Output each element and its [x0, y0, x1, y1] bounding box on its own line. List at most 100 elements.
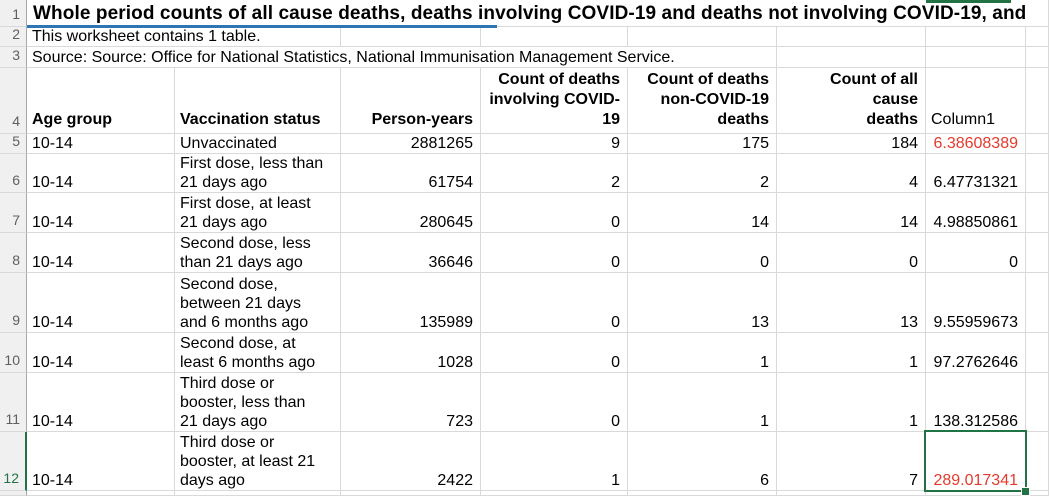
cell-empty[interactable] [1026, 273, 1049, 333]
title-cell[interactable]: Whole period counts of all cause deaths,… [27, 0, 1049, 27]
cell-empty[interactable] [777, 47, 926, 68]
row-header[interactable]: 1 [0, 0, 27, 27]
row-header[interactable]: 7 [0, 193, 27, 233]
header-all-cause-deaths[interactable]: Count of all cause deaths [777, 68, 926, 134]
cell-vaccination-status[interactable]: Unvaccinated [175, 134, 341, 154]
row-header[interactable]: 3 [0, 47, 27, 68]
row-header[interactable]: 8 [0, 233, 27, 273]
cell-empty[interactable] [1026, 193, 1049, 233]
cell-non-covid-deaths[interactable]: 1 [628, 373, 777, 432]
row-header[interactable]: 10 [0, 333, 27, 373]
cell-empty[interactable] [777, 491, 926, 496]
cell-empty[interactable] [1026, 333, 1049, 373]
cell-age-group[interactable]: 10-14 [27, 193, 175, 233]
cell-all-cause-deaths[interactable]: 0 [777, 233, 926, 273]
cell-empty[interactable] [926, 491, 1026, 496]
cell-covid-deaths[interactable]: 1 [481, 432, 628, 491]
cell-vaccination-status[interactable]: Third dose or booster, at least 21 days … [175, 432, 341, 491]
cell-age-group[interactable]: 10-14 [27, 154, 175, 193]
cell-non-covid-deaths[interactable]: 13 [628, 273, 777, 333]
cell-column1[interactable]: 138.312586 [926, 373, 1026, 432]
cell-non-covid-deaths[interactable]: 0 [628, 233, 777, 273]
cell-person-years[interactable]: 135989 [341, 273, 481, 333]
cell-non-covid-deaths[interactable]: 175 [628, 134, 777, 154]
header-non-covid-deaths[interactable]: Count of deaths non-COVID-19 deaths [628, 68, 777, 134]
cell-empty[interactable] [926, 27, 1026, 47]
cell-covid-deaths[interactable]: 0 [481, 273, 628, 333]
cell-empty[interactable] [175, 491, 341, 496]
cell-column1[interactable]: 289.017341 [926, 432, 1026, 491]
cell-age-group[interactable]: 10-14 [27, 432, 175, 491]
cell-column1[interactable]: 6.47731321 [926, 154, 1026, 193]
cell-covid-deaths[interactable]: 0 [481, 373, 628, 432]
cell-covid-deaths[interactable]: 0 [481, 333, 628, 373]
cell-all-cause-deaths[interactable]: 184 [777, 134, 926, 154]
cell-person-years[interactable]: 280645 [341, 193, 481, 233]
cell-empty[interactable] [1026, 68, 1049, 134]
cell-vaccination-status[interactable]: Second dose, between 21 days and 6 month… [175, 273, 341, 333]
cell-all-cause-deaths[interactable]: 14 [777, 193, 926, 233]
cell-vaccination-status[interactable]: Second dose, at least 6 months ago [175, 333, 341, 373]
cell-covid-deaths[interactable]: 0 [481, 233, 628, 273]
cell-empty[interactable] [1026, 47, 1049, 68]
row-header[interactable]: 6 [0, 154, 27, 193]
cell-empty[interactable] [481, 27, 628, 47]
row-header[interactable] [0, 491, 27, 496]
cell-all-cause-deaths[interactable]: 1 [777, 333, 926, 373]
cell-column1[interactable]: 97.2762646 [926, 333, 1026, 373]
cell-empty[interactable] [1026, 432, 1049, 491]
cell-age-group[interactable]: 10-14 [27, 233, 175, 273]
cell-person-years[interactable]: 2881265 [341, 134, 481, 154]
header-covid-deaths[interactable]: Count of deaths involving COVID- 19 [481, 68, 628, 134]
cell-covid-deaths[interactable]: 0 [481, 193, 628, 233]
cell-column1[interactable]: 6.38608389 [926, 134, 1026, 154]
fill-handle[interactable] [1021, 487, 1030, 496]
cell-empty[interactable] [628, 491, 777, 496]
header-person-years[interactable]: Person-years [341, 68, 481, 134]
cell-non-covid-deaths[interactable]: 2 [628, 154, 777, 193]
cell-empty[interactable] [27, 491, 175, 496]
cell-vaccination-status[interactable]: Third dose or booster, less than 21 days… [175, 373, 341, 432]
header-vaccination-status[interactable]: Vaccination status [175, 68, 341, 134]
cell-person-years[interactable]: 61754 [341, 154, 481, 193]
cell-age-group[interactable]: 10-14 [27, 373, 175, 432]
cell-empty[interactable] [1026, 233, 1049, 273]
cell-all-cause-deaths[interactable]: 7 [777, 432, 926, 491]
cell-empty[interactable] [777, 27, 926, 47]
cell-all-cause-deaths[interactable]: 13 [777, 273, 926, 333]
cell-person-years[interactable]: 2422 [341, 432, 481, 491]
cell-empty[interactable] [926, 47, 1026, 68]
cell-vaccination-status[interactable]: Second dose, less than 21 days ago [175, 233, 341, 273]
worksheet-note-cell[interactable]: This worksheet contains 1 table. [27, 27, 341, 47]
cell-covid-deaths[interactable]: 9 [481, 134, 628, 154]
row-header[interactable]: 12 [0, 432, 27, 491]
cell-person-years[interactable]: 1028 [341, 333, 481, 373]
cell-covid-deaths[interactable]: 2 [481, 154, 628, 193]
row-header[interactable]: 4 [0, 68, 27, 134]
cell-age-group[interactable]: 10-14 [27, 273, 175, 333]
header-age-group[interactable]: Age group [27, 68, 175, 134]
cell-empty[interactable] [1026, 134, 1049, 154]
cell-empty[interactable] [1026, 373, 1049, 432]
cell-all-cause-deaths[interactable]: 1 [777, 373, 926, 432]
cell-person-years[interactable]: 36646 [341, 233, 481, 273]
source-note-cell[interactable]: Source: Source: Office for National Stat… [27, 47, 777, 68]
header-column1[interactable]: Column1 [926, 68, 1026, 134]
row-header[interactable]: 2 [0, 27, 27, 47]
cell-empty[interactable] [341, 27, 481, 47]
cell-age-group[interactable]: 10-14 [27, 333, 175, 373]
cell-empty[interactable] [1026, 27, 1049, 47]
cell-all-cause-deaths[interactable]: 4 [777, 154, 926, 193]
cell-column1[interactable]: 9.55959673 [926, 273, 1026, 333]
row-header[interactable]: 5 [0, 134, 27, 154]
cell-empty[interactable] [481, 491, 628, 496]
cell-column1[interactable]: 0 [926, 233, 1026, 273]
cell-empty[interactable] [628, 27, 777, 47]
cell-age-group[interactable]: 10-14 [27, 134, 175, 154]
row-header[interactable]: 9 [0, 273, 27, 333]
cell-non-covid-deaths[interactable]: 14 [628, 193, 777, 233]
cell-non-covid-deaths[interactable]: 6 [628, 432, 777, 491]
cell-vaccination-status[interactable]: First dose, at least 21 days ago [175, 193, 341, 233]
cell-person-years[interactable]: 723 [341, 373, 481, 432]
cell-empty[interactable] [1026, 154, 1049, 193]
